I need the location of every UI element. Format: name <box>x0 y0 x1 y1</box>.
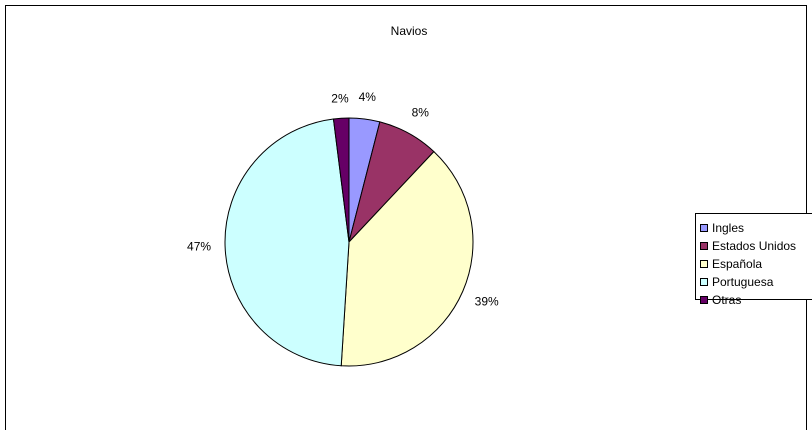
legend-item-estados-unidos: Estados Unidos <box>696 237 812 255</box>
legend: Ingles Estados Unidos Española Portugues… <box>695 213 812 307</box>
legend-item-portuguesa: Portuguesa <box>696 273 812 291</box>
chart-title: Navios <box>391 24 428 38</box>
legend-label: Estados Unidos <box>712 239 797 253</box>
pie-label-portuguesa: 47% <box>187 240 211 254</box>
legend-label: Otras <box>712 293 742 307</box>
legend-label: Española <box>712 257 763 271</box>
pie-slice-portuguesa <box>224 118 350 367</box>
pie-label-ingles: 4% <box>359 90 377 104</box>
legend-swatch <box>700 296 708 304</box>
legend-label: Ingles <box>712 221 745 235</box>
legend-swatch <box>700 260 708 268</box>
legend-item-espanola: Española <box>696 255 812 273</box>
legend-item-otras: Otras <box>696 291 812 309</box>
pie-labels: 4% 8% 39% 47% 2% <box>187 90 499 308</box>
pie-label-espanola: 39% <box>475 295 499 309</box>
pie-slice-otras <box>332 117 350 243</box>
pie-label-otras: 2% <box>331 91 349 105</box>
legend-swatch <box>700 224 708 232</box>
pie-slices <box>224 117 474 367</box>
legend-swatch <box>700 242 708 250</box>
legend-item-ingles: Ingles <box>696 219 812 237</box>
pie-label-estados-unidos: 8% <box>412 105 430 119</box>
pie-slice-espanola <box>340 150 474 367</box>
legend-swatch <box>700 278 708 286</box>
legend-label: Portuguesa <box>712 275 774 289</box>
